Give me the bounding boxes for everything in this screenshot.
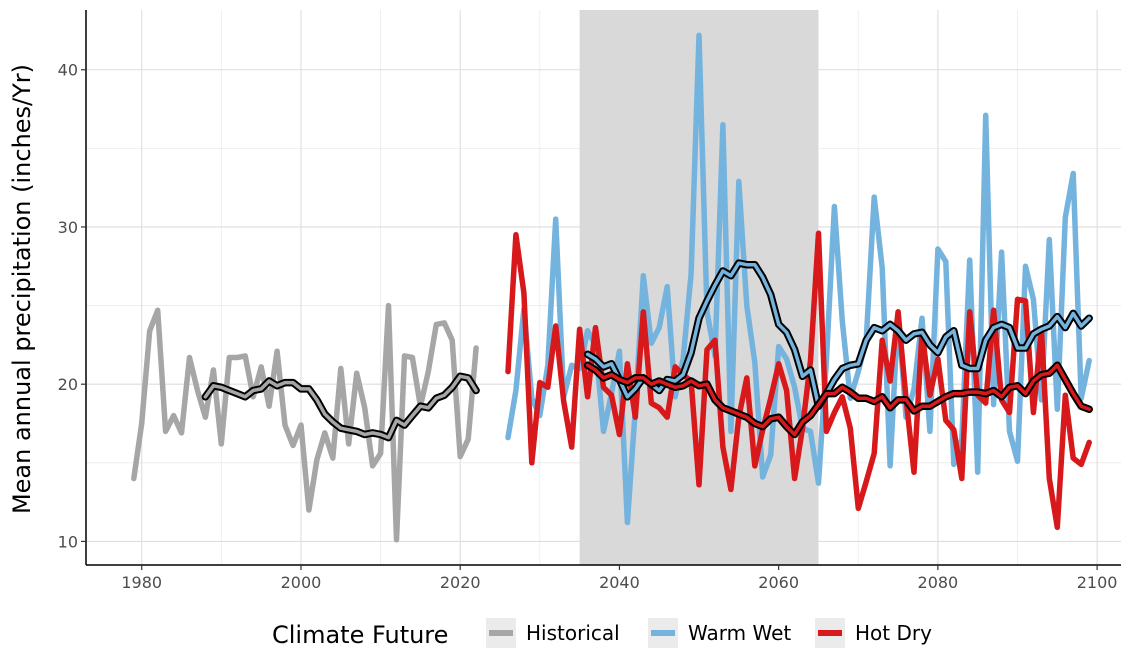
series-lines xyxy=(131,32,1093,543)
x-tick-label: 2020 xyxy=(440,573,481,592)
x-tick-label: 1980 xyxy=(121,573,162,592)
warm-wet-moving-average-line xyxy=(585,261,1091,408)
x-tick-label: 2000 xyxy=(281,573,322,592)
legend: Climate Future Historical Warm Wet Hot Dry xyxy=(272,618,932,648)
x-tick-label: 2060 xyxy=(758,573,799,592)
x-tick-label: 2100 xyxy=(1077,573,1118,592)
y-tick-label: 40 xyxy=(58,61,78,80)
y-tick-label: 30 xyxy=(58,218,78,237)
x-tick-label: 2040 xyxy=(599,573,640,592)
legend-label: Historical xyxy=(526,621,620,645)
legend-label: Hot Dry xyxy=(855,621,932,645)
x-tick-label: 2080 xyxy=(918,573,959,592)
legend-label: Warm Wet xyxy=(688,621,791,645)
hot-dry-moving-average-line xyxy=(585,363,1091,437)
legend-title: Climate Future xyxy=(272,621,448,648)
y-tick-label: 10 xyxy=(58,532,78,551)
y-tick-label: 20 xyxy=(58,375,78,394)
y-axis-title: Mean annual precipitation (inches/Yr) xyxy=(8,64,36,514)
historical-moving-average-line xyxy=(203,374,478,440)
axes: 10 20 30 40 1980 2000 2020 2040 2060 2080 2100 xyxy=(58,10,1121,592)
historical-line xyxy=(131,302,479,543)
